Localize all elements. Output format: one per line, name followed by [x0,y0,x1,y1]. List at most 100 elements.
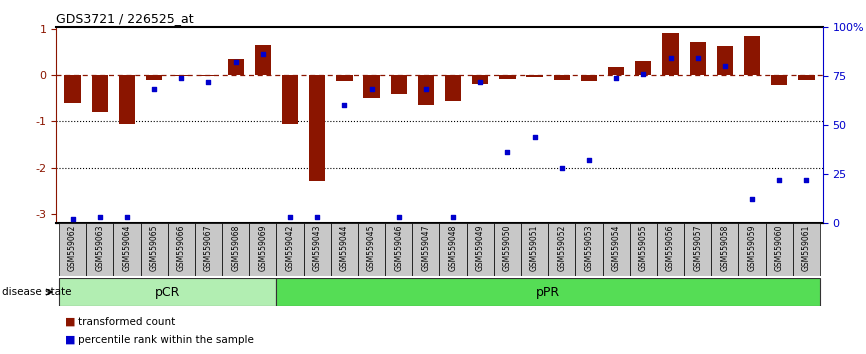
Bar [711,223,739,276]
Bar [689,42,706,75]
Bar [59,223,87,276]
Bar [657,223,684,276]
Text: GSM559043: GSM559043 [313,225,321,271]
Bar [766,223,792,276]
Bar [276,223,304,276]
Text: GDS3721 / 226525_at: GDS3721 / 226525_at [55,12,193,25]
Text: GSM559064: GSM559064 [122,225,132,271]
Bar [635,61,651,75]
Text: GSM559055: GSM559055 [639,225,648,271]
Bar [309,75,326,181]
Bar [92,75,108,112]
Text: GSM559045: GSM559045 [367,225,376,271]
Point [527,134,541,139]
Bar [603,223,630,276]
Bar [467,223,494,276]
Text: GSM559047: GSM559047 [422,225,430,271]
Bar [553,75,570,80]
Point [419,87,433,92]
Text: GSM559059: GSM559059 [747,225,757,271]
Bar [119,75,135,124]
Bar [494,223,521,276]
Point [229,59,242,65]
Bar [195,223,222,276]
Text: GSM559061: GSM559061 [802,225,811,271]
Point [310,214,324,220]
Bar [358,223,385,276]
Bar [113,223,140,276]
Point [66,216,80,222]
Bar [228,59,244,75]
Bar [527,75,543,78]
Bar [364,75,379,98]
Text: GSM559058: GSM559058 [721,225,729,271]
Text: GSM559057: GSM559057 [693,225,702,271]
Text: GSM559069: GSM559069 [258,225,268,271]
Text: GSM559042: GSM559042 [286,225,294,271]
Point [718,63,732,69]
Bar [146,75,162,80]
Bar [439,223,467,276]
Bar [548,223,575,276]
Point [202,79,216,84]
Bar [140,223,168,276]
Point [555,165,569,171]
Point [799,177,813,183]
Text: GSM559049: GSM559049 [475,225,485,271]
Text: GSM559067: GSM559067 [204,225,213,271]
Text: percentile rank within the sample: percentile rank within the sample [78,335,254,345]
Point [391,214,405,220]
Bar [608,67,624,75]
Point [283,214,297,220]
Bar [739,223,766,276]
Bar [581,75,598,81]
Bar [630,223,657,276]
Bar [331,223,358,276]
Point [93,214,107,220]
Bar [771,75,787,85]
Bar [385,223,412,276]
Bar [255,45,271,75]
Bar [684,223,711,276]
Bar [472,75,488,84]
Bar [521,223,548,276]
Point [365,87,378,92]
Bar [662,34,679,75]
Point [120,214,134,220]
Bar [798,75,815,80]
Bar [222,223,249,276]
Text: GSM559062: GSM559062 [68,225,77,271]
Bar [304,223,331,276]
Bar [168,223,195,276]
Text: pPR: pPR [536,286,560,298]
Bar [87,223,113,276]
Text: disease state: disease state [2,287,71,297]
Text: ■: ■ [65,317,75,327]
Bar [64,75,81,103]
Text: GSM559051: GSM559051 [530,225,540,271]
Bar [276,278,820,306]
Point [338,102,352,108]
Text: pCR: pCR [155,286,180,298]
Bar [717,46,733,75]
Text: ■: ■ [65,335,75,345]
Bar [336,75,352,81]
Bar [249,223,276,276]
Point [772,177,786,183]
Point [663,55,677,61]
Bar [575,223,603,276]
Text: transformed count: transformed count [78,317,175,327]
Bar [445,75,462,101]
Bar [792,223,820,276]
Bar [417,75,434,105]
Point [745,196,759,202]
Point [474,79,488,84]
Bar [744,36,760,75]
Point [446,214,460,220]
Point [691,55,705,61]
Bar [173,75,190,76]
Point [147,87,161,92]
Text: GSM559052: GSM559052 [558,225,566,271]
Bar [500,75,515,79]
Bar [412,223,439,276]
